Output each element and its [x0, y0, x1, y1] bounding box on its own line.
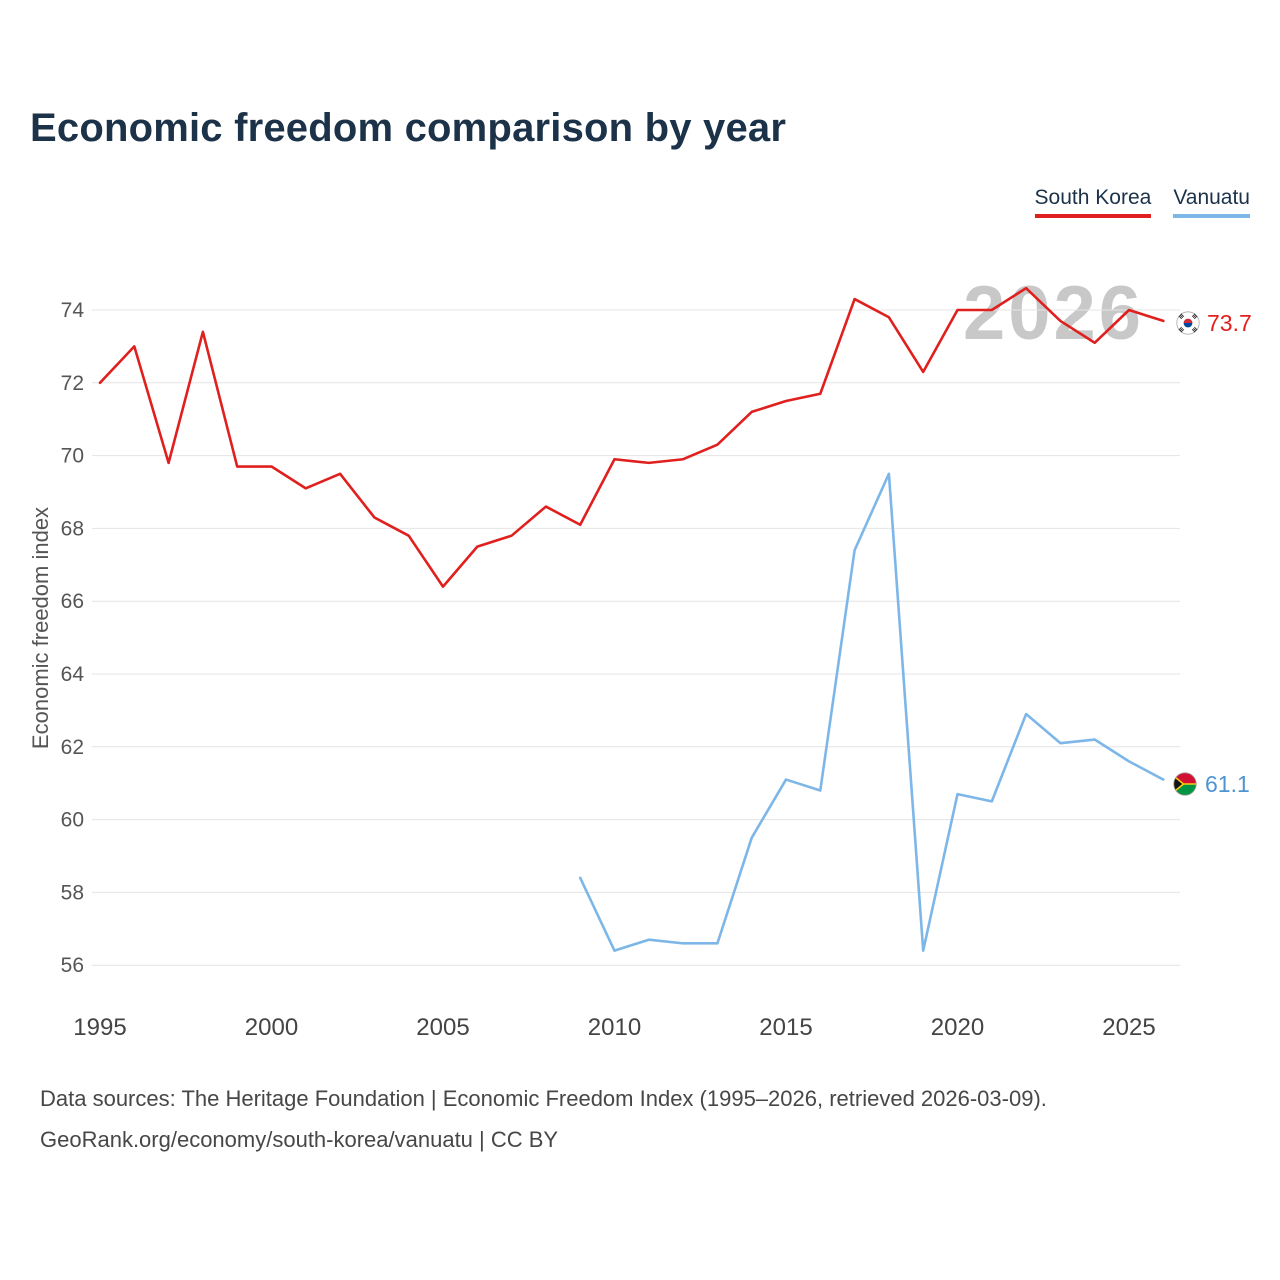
x-tick-label: 2015	[759, 1014, 812, 1041]
x-tick-label: 2000	[245, 1014, 298, 1041]
legend: South Korea Vanuatu	[1034, 186, 1250, 218]
y-tick-label: 58	[61, 881, 84, 904]
x-tick-label: 1995	[73, 1014, 126, 1041]
line-chart: Economic freedom index 56 58 60 62 64 66 68 70 7…	[28, 286, 1180, 1041]
y-axis-label: Economic freedom index	[28, 507, 53, 749]
south-korea-end-value: 73.7	[1207, 310, 1252, 336]
page-title: Economic freedom comparison by year	[30, 106, 787, 150]
y-tick-label: 60	[61, 809, 84, 832]
y-tick-label: 62	[61, 736, 84, 759]
x-tick-label: 2005	[416, 1014, 469, 1041]
x-tick-label: 2025	[1102, 1014, 1155, 1041]
y-tick-label: 66	[61, 590, 84, 613]
legend-item-vanuatu[interactable]: Vanuatu	[1173, 186, 1250, 218]
y-tick-label: 56	[61, 954, 84, 977]
y-tick-label: 72	[61, 372, 84, 395]
series-line-south-korea	[98, 286, 1165, 588]
y-tick-label: 74	[61, 299, 85, 322]
south-korea-flag-icon	[1176, 311, 1200, 335]
data-source-line2: GeoRank.org/economy/south-korea/vanuatu …	[40, 1127, 559, 1152]
series-line-vanuatu	[578, 472, 1165, 952]
legend-item-south-korea[interactable]: South Korea	[1034, 186, 1152, 218]
data-source-line1: Data sources: The Heritage Foundation | …	[40, 1086, 1047, 1111]
x-tick-label: 2010	[588, 1014, 641, 1041]
y-tick-label: 68	[61, 517, 84, 540]
vanuatu-flag-icon	[1173, 772, 1197, 796]
vanuatu-end-value: 61.1	[1205, 771, 1250, 797]
y-tick-label: 70	[61, 445, 84, 468]
x-tick-label: 2020	[931, 1014, 984, 1041]
y-tick-label: 64	[61, 663, 85, 686]
data-source-note: Data sources: The Heritage Foundation | …	[40, 1078, 1240, 1160]
